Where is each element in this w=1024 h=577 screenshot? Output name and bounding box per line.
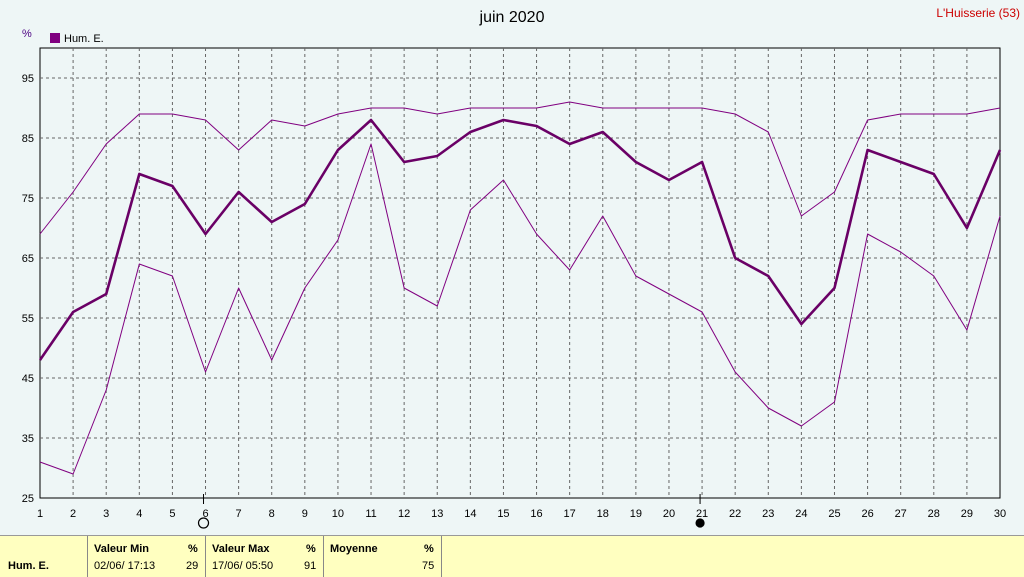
moon-phases (197, 494, 705, 529)
x-tick-label: 9 (302, 508, 308, 520)
series-lines (38, 101, 1002, 475)
max-unit: % (306, 543, 316, 555)
x-tick-label: 7 (236, 508, 242, 520)
min-label: Valeur Min (94, 543, 150, 555)
footer-name-cell: Hum. E. (0, 536, 88, 577)
y-tick-label: 95 (22, 73, 34, 85)
legend-swatch (50, 33, 60, 43)
x-tick-label: 1 (37, 508, 43, 520)
mean-label: Moyenne (330, 543, 378, 555)
x-tick-label: 14 (464, 508, 476, 520)
x-tick-label: 27 (895, 508, 907, 520)
station-label: L'Huisserie (53) (936, 6, 1020, 20)
y-tick-label: 85 (22, 133, 34, 145)
footer-max-cell: Valeur Max % 17/06/ 05:50 91 (206, 536, 324, 577)
x-tick-label: 18 (597, 508, 609, 520)
y-tick-label: 75 (22, 193, 34, 205)
x-tick-label: 16 (530, 508, 542, 520)
x-tick-label: 22 (729, 508, 741, 520)
x-tick-label: 11 (365, 508, 376, 520)
humidity-chart: juin 2020 L'Huisserie (53) % Hum. E. 253… (22, 6, 1020, 529)
y-tick-label: 45 (22, 373, 34, 385)
x-tick-label: 20 (663, 508, 675, 520)
max-date: 17/06/ 05:50 (212, 560, 274, 572)
chart-title: juin 2020 (479, 9, 545, 26)
x-tick-label: 6 (202, 508, 208, 520)
y-axis-ticks: 25 35 45 55 65 75 85 95 (22, 73, 34, 505)
x-tick-label: 4 (136, 508, 142, 520)
x-tick-label: 8 (269, 508, 275, 520)
x-tick-label: 30 (994, 508, 1006, 520)
x-tick-label: 5 (169, 508, 175, 520)
x-tick-label: 23 (762, 508, 774, 520)
plot-area (39, 47, 1001, 499)
x-tick-label: 26 (861, 508, 873, 520)
series-line-mean (38, 118, 1002, 361)
x-tick-label: 29 (961, 508, 973, 520)
x-tick-label: 12 (398, 508, 410, 520)
series-line-min (39, 143, 1001, 475)
footer-empty-cell (442, 536, 1024, 577)
y-tick-label: 35 (22, 433, 34, 445)
x-tick-label: 13 (431, 508, 443, 520)
x-tick-label: 15 (497, 508, 509, 520)
max-label: Valeur Max (212, 543, 270, 555)
x-tick-label: 2 (70, 508, 76, 520)
x-tick-label: 21 (696, 508, 708, 520)
min-date: 02/06/ 17:13 (94, 560, 156, 572)
series-line-max (39, 101, 1001, 235)
summary-footer: Hum. E. Valeur Min % 02/06/ 17:13 29 Val… (0, 535, 1024, 577)
grid-lines (40, 48, 1000, 498)
full-moon-icon (197, 517, 210, 529)
x-tick-label: 17 (564, 508, 576, 520)
x-tick-label: 25 (828, 508, 840, 520)
x-tick-label: 28 (928, 508, 940, 520)
new-moon-icon (695, 518, 705, 528)
min-unit: % (188, 543, 198, 555)
mean-value: 75 (422, 560, 435, 572)
footer-mean-cell: Moyenne % 75 (324, 536, 442, 577)
legend-label: Hum. E. (64, 33, 104, 45)
y-tick-label: 25 (22, 493, 34, 505)
min-value: 29 (186, 560, 199, 572)
mean-unit: % (424, 543, 434, 555)
x-tick-label: 24 (795, 508, 807, 520)
x-tick-label: 3 (103, 508, 109, 520)
footer-min-cell: Valeur Min % 02/06/ 17:13 29 (88, 536, 206, 577)
footer-series-name: Hum. E. (8, 560, 49, 572)
y-tick-label: 65 (22, 253, 34, 265)
x-tick-label: 19 (630, 508, 642, 520)
max-value: 91 (304, 560, 317, 572)
x-axis-ticks: 1 2 3 4 5 6 7 8 9 10 11 12 13 14 15 16 17 18 19 20 21 22 23 24 2… (37, 508, 1006, 520)
y-unit-label: % (22, 28, 32, 40)
y-tick-label: 55 (22, 313, 34, 325)
x-tick-label: 10 (332, 508, 344, 520)
